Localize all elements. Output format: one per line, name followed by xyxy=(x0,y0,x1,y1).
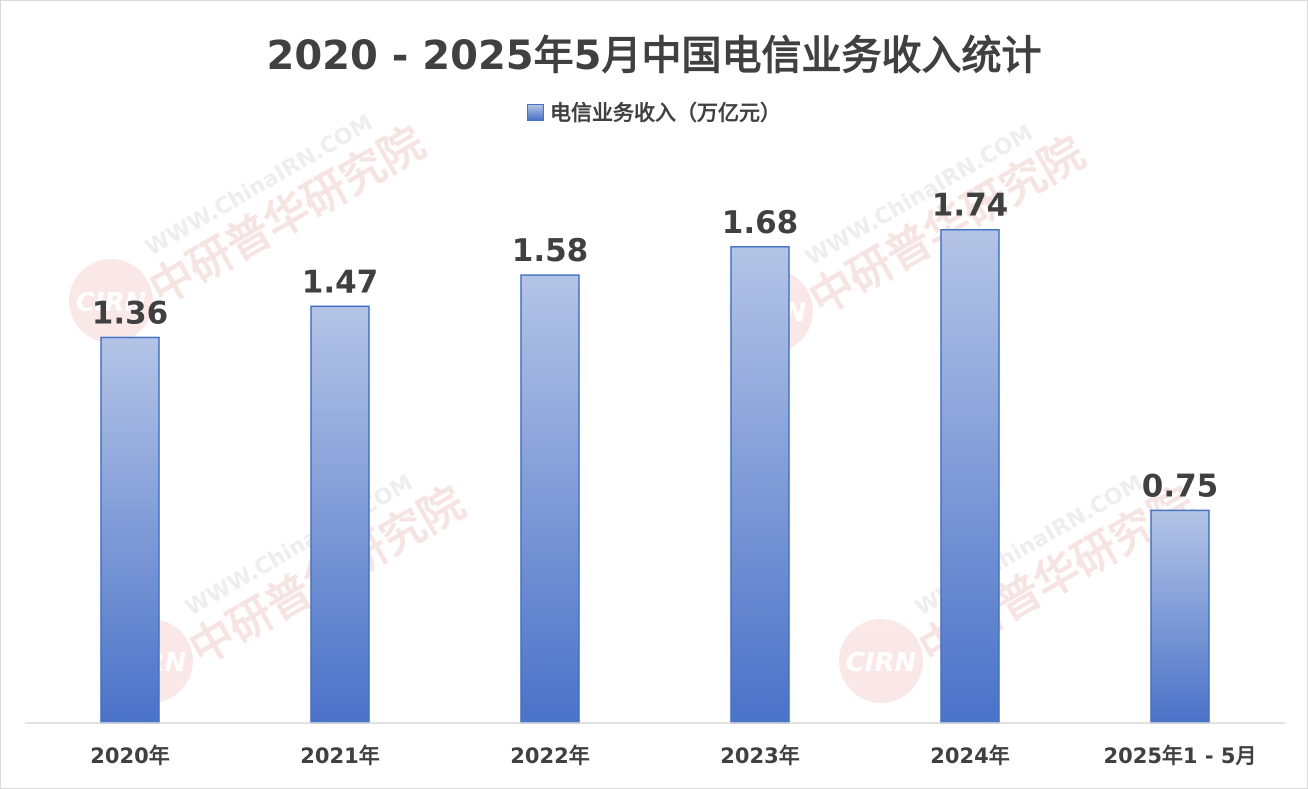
chart-legend: 电信业务收入（万亿元） xyxy=(1,97,1307,127)
x-tick-label-2: 2021年 xyxy=(300,744,379,768)
bar-5 xyxy=(940,228,1000,724)
bar-2 xyxy=(310,305,370,724)
watermark-logo-text: CIRN xyxy=(846,648,917,678)
legend-label: 电信业务收入（万亿元） xyxy=(550,101,781,125)
data-label-3: 1.58 xyxy=(512,233,589,269)
data-label-6: 0.75 xyxy=(1142,468,1219,504)
watermark-logo-circle xyxy=(69,259,153,343)
watermark-logo-circle xyxy=(839,619,923,703)
data-label-1: 1.36 xyxy=(92,295,169,331)
bar-3 xyxy=(520,274,580,724)
legend-swatch xyxy=(527,103,544,121)
x-tick-label-1: 2020年 xyxy=(90,744,169,768)
watermark-logo-text: CIRN xyxy=(76,288,147,318)
x-tick-label-5: 2024年 xyxy=(930,744,1009,768)
x-tick-label-6: 2025年1 - 5月 xyxy=(1103,744,1256,768)
x-tick-label-3: 2022年 xyxy=(510,744,589,768)
data-label-4: 1.68 xyxy=(722,205,799,241)
data-label-5: 1.74 xyxy=(932,188,1009,224)
bar-6 xyxy=(1150,509,1210,724)
x-tick-label-4: 2023年 xyxy=(720,744,799,768)
bar-1 xyxy=(100,336,160,724)
chart-title: 2020 - 2025年5月中国电信业务收入统计 xyxy=(266,33,1042,79)
data-label-2: 1.47 xyxy=(302,264,379,300)
bar-4 xyxy=(730,246,790,724)
